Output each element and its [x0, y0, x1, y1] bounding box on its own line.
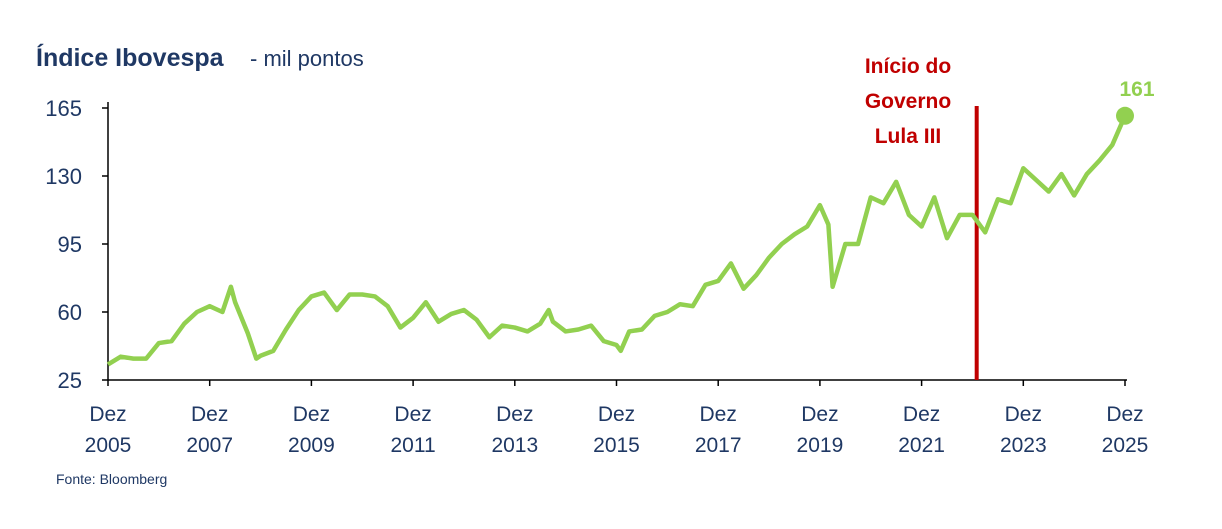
source: Fonte: Bloomberg	[56, 471, 167, 487]
y-tick-label: 25	[58, 368, 82, 393]
line	[106, 114, 1128, 367]
x-tick-label: Dez 2019	[797, 403, 844, 457]
x-tick-label: Dez 2021	[898, 403, 945, 457]
x-tick-label: Dez 2025	[1102, 403, 1149, 457]
event-label: Início do	[865, 55, 951, 78]
x-tick-label: Dez 2011	[391, 403, 436, 457]
x-tick-label: Dez 2005	[85, 403, 132, 457]
event-label: Lula III	[875, 125, 942, 148]
chart-subtitle: - mil pontos	[250, 46, 364, 71]
y-tick-label: 165	[45, 96, 82, 121]
y-tick-label: 95	[58, 232, 82, 257]
x-tick-label: Dez 2009	[288, 403, 335, 457]
end-point	[1116, 106, 1134, 125]
y-tick-label: 130	[45, 164, 82, 189]
event-label: Governo	[865, 90, 951, 113]
y-tick-label: 60	[58, 300, 82, 325]
x-tick-label: Dez 2023	[1000, 403, 1047, 457]
x-tick-label: Dez 2013	[491, 403, 538, 457]
x-tick-label: Dez 2015	[593, 403, 640, 457]
chart-title: Índice Ibovespa	[36, 43, 225, 72]
data-label: 161	[1119, 78, 1154, 101]
x-tick-label: Dez 2007	[186, 403, 233, 457]
x-tick-label: Dez 2017	[695, 403, 742, 457]
